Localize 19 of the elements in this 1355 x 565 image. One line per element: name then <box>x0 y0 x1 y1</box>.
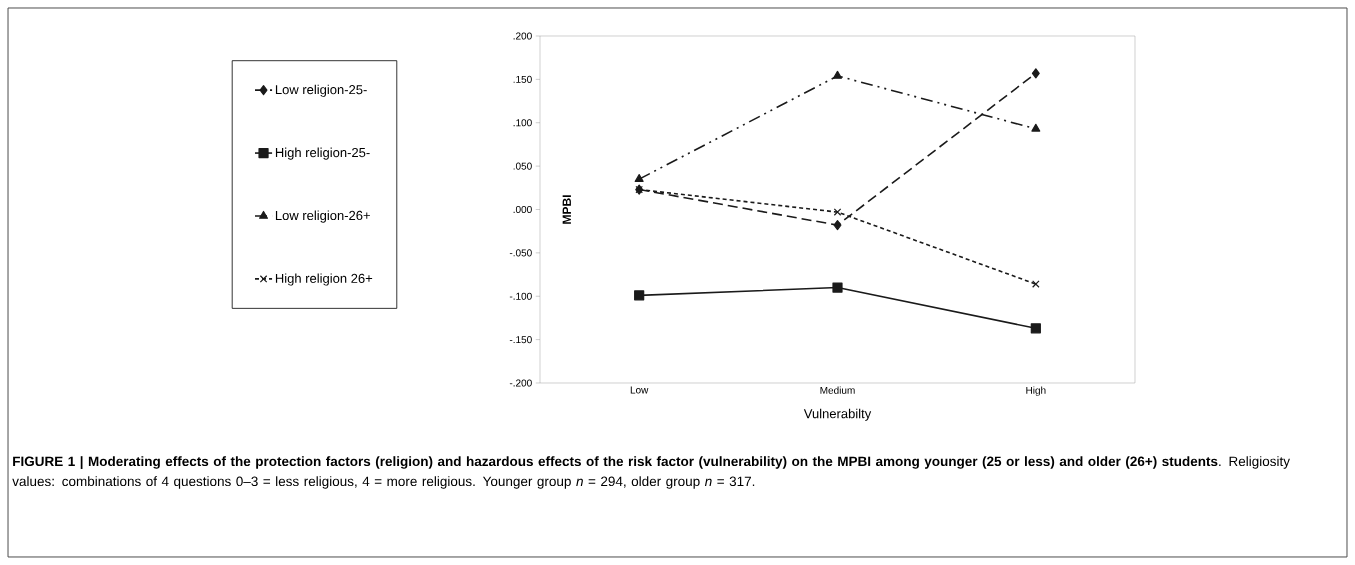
legend-label: High religion-25- <box>275 147 370 160</box>
x-axis-title: Vulnerabilty <box>803 408 872 421</box>
x-tick-label: Medium <box>820 386 855 394</box>
y-tick-label: .000 <box>513 205 532 214</box>
legend-label: Low religion-26+ <box>275 210 370 223</box>
y-tick-label: .050 <box>513 162 532 170</box>
y-tick-label: -.150 <box>509 336 532 344</box>
y-tick-label: .200 <box>513 32 532 40</box>
y-tick-label: .150 <box>513 75 532 83</box>
y-tick-label: .100 <box>513 119 532 127</box>
y-tick-label: -.200 <box>509 379 532 387</box>
text: FIGURE 1 | Moderating effects of the protection factors (religion) and hazardous effects of the risk factor (vulnerability) on the MPBI among younger (25 or less) and older (26+) students. Religiosity values: combinations of 4 questions 0–3 = less religious, 4 = more religious. Younger group n = 294, older group n = 317. <box>12 456 1290 489</box>
y-tick-label: -.050 <box>509 249 532 257</box>
y-axis-title: MPBI <box>562 195 571 224</box>
x-tick-label: High <box>1026 386 1046 396</box>
x-tick-label: Low <box>630 386 649 394</box>
legend-label: Low religion-25- <box>275 84 367 97</box>
legend-label: High religion 26+ <box>275 273 373 286</box>
y-tick-label: -.100 <box>509 292 532 300</box>
